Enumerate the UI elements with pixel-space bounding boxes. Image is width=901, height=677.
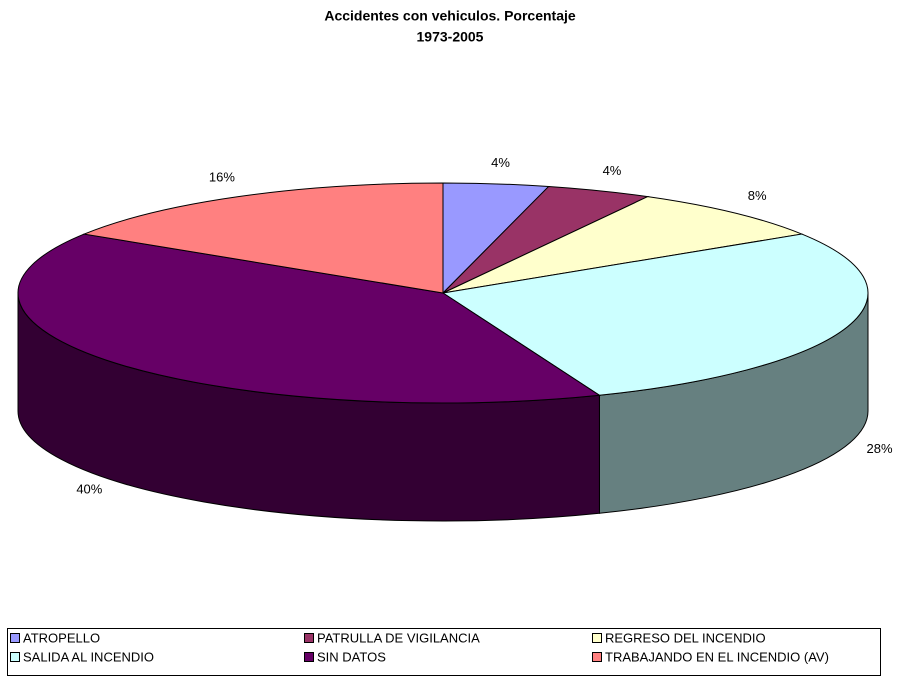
legend-swatch: [10, 652, 20, 662]
legend-label: ATROPELLO: [23, 630, 100, 645]
slice: [17, 233, 601, 404]
data-label: 4%: [491, 155, 510, 170]
legend-label: SALIDA AL INCENDIO: [23, 649, 154, 664]
tops: [17, 182, 869, 404]
data-label: 16%: [209, 170, 235, 185]
legend-swatch: [592, 633, 602, 643]
legend-swatch: [304, 633, 314, 643]
chart-title: Accidentes con vehiculos. Porcentaje: [324, 8, 576, 24]
legend-label: SIN DATOS: [317, 649, 386, 664]
slice: [441, 233, 869, 396]
data-label: 8%: [748, 188, 767, 203]
legend-label: PATRULLA DE VIGILANCIA: [317, 630, 480, 645]
legend-swatch: [304, 652, 314, 662]
legend-swatch: [10, 633, 20, 643]
data-label: 28%: [867, 441, 893, 456]
data-label: 4%: [603, 163, 622, 178]
data-label: 40%: [76, 482, 102, 497]
slice: [82, 182, 444, 294]
legend-label: TRABAJANDO EN EL INCENDIO (AV): [605, 649, 829, 664]
legend-box: [7, 628, 881, 676]
legend-label: REGRESO DEL INCENDIO: [605, 630, 766, 645]
slice: [442, 196, 804, 294]
legend-swatch: [592, 652, 602, 662]
chart-subtitle: 1973-2005: [417, 29, 484, 45]
